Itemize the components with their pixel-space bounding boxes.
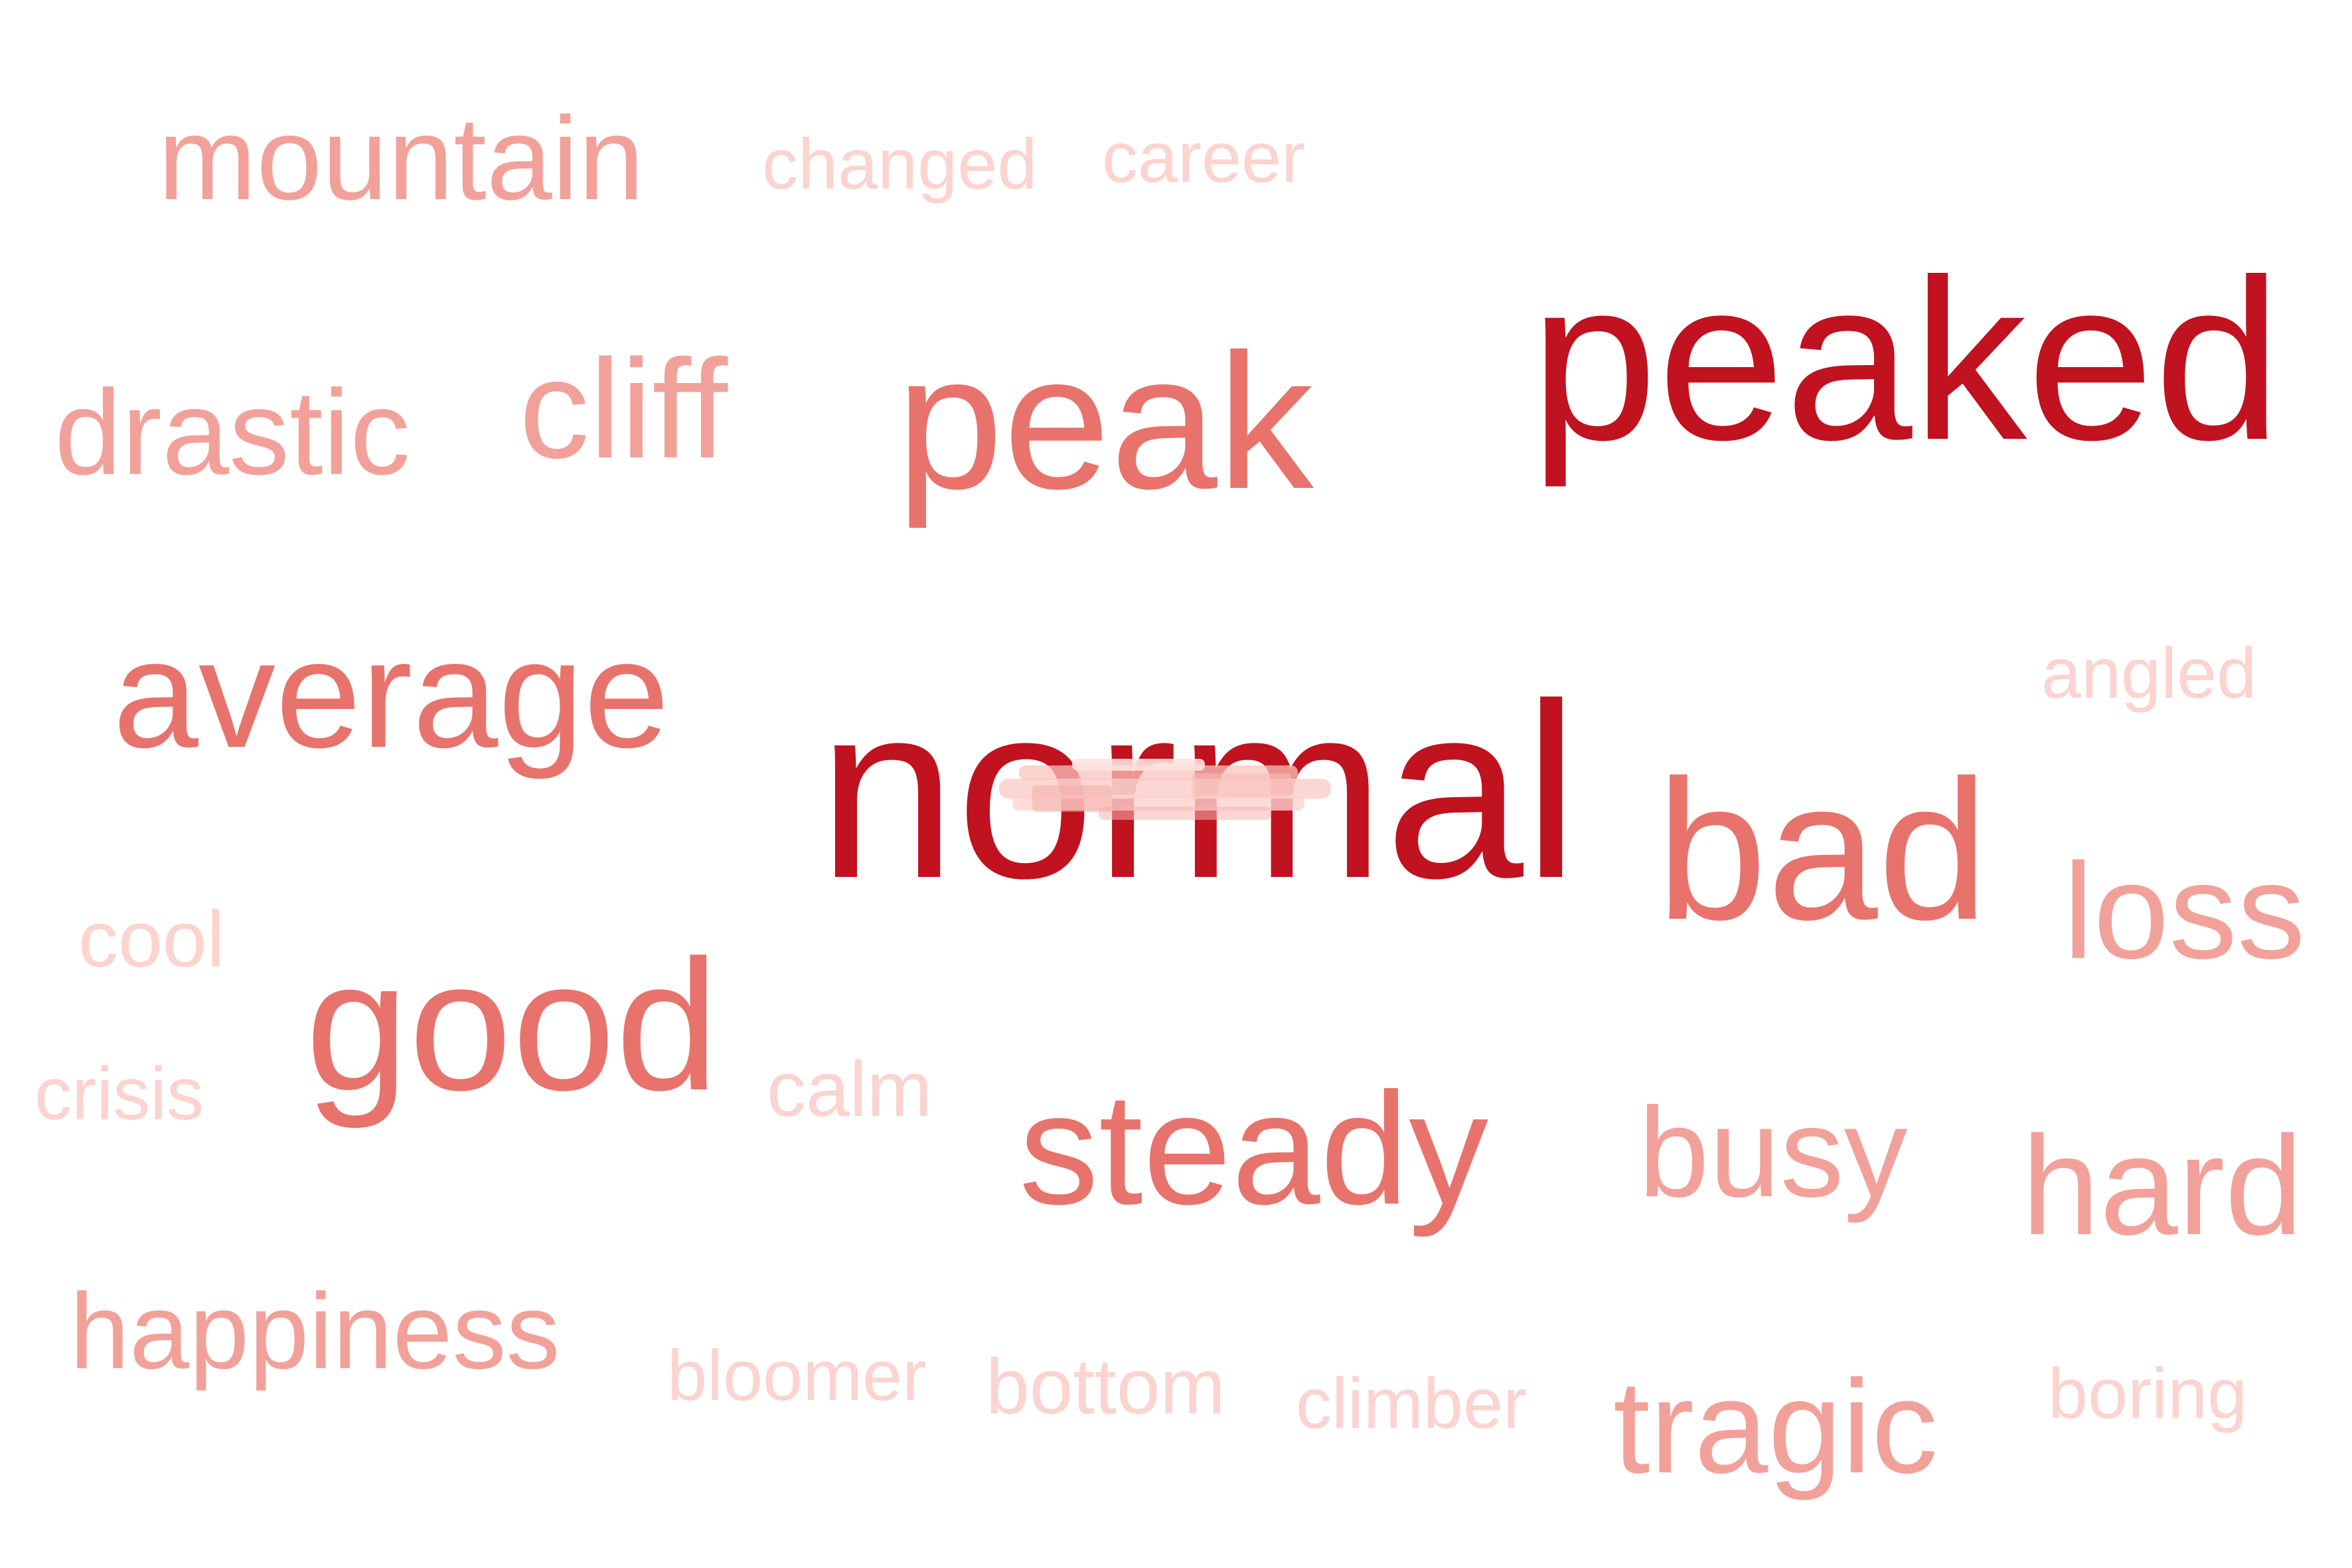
word-happiness: happiness: [70, 1271, 560, 1391]
smudge-bar-6: [1032, 785, 1112, 812]
word-steady: steady: [1019, 1059, 1489, 1237]
word-hard: hard: [2021, 1107, 2304, 1264]
word-good: good: [305, 922, 719, 1129]
word-career: career: [1102, 117, 1306, 197]
overlap-smudge: [999, 759, 1331, 820]
word-peak: peak: [896, 314, 1314, 529]
word-average: average: [113, 608, 670, 780]
overlap-smudge-strokes: [999, 759, 1331, 820]
word-angled: angled: [2041, 633, 2257, 713]
smudge-bar-4: [1072, 759, 1205, 771]
word-changed: changed: [762, 123, 1038, 204]
word-bloomer: bloomer: [667, 1335, 927, 1415]
word-loss: loss: [2063, 835, 2306, 987]
word-bottom: bottom: [986, 1343, 1225, 1431]
smudge-bar-5: [1099, 807, 1271, 820]
word-crisis: crisis: [35, 1052, 204, 1135]
word-tragic: tragic: [1613, 1353, 1938, 1501]
word-climber: climber: [1296, 1363, 1528, 1443]
word-bad: bad: [1656, 738, 1989, 961]
word-busy: busy: [1638, 1081, 1908, 1223]
word-drastic: drastic: [54, 364, 411, 500]
word-calm: calm: [767, 1046, 933, 1133]
word-cool: cool: [78, 895, 225, 984]
word-boring: boring: [2048, 1353, 2248, 1433]
word-peaked: peaked: [1530, 232, 2282, 488]
smudge-bar-7: [1192, 773, 1291, 797]
word-mountain: mountain: [158, 92, 645, 224]
word-cliff: cliff: [519, 330, 728, 487]
